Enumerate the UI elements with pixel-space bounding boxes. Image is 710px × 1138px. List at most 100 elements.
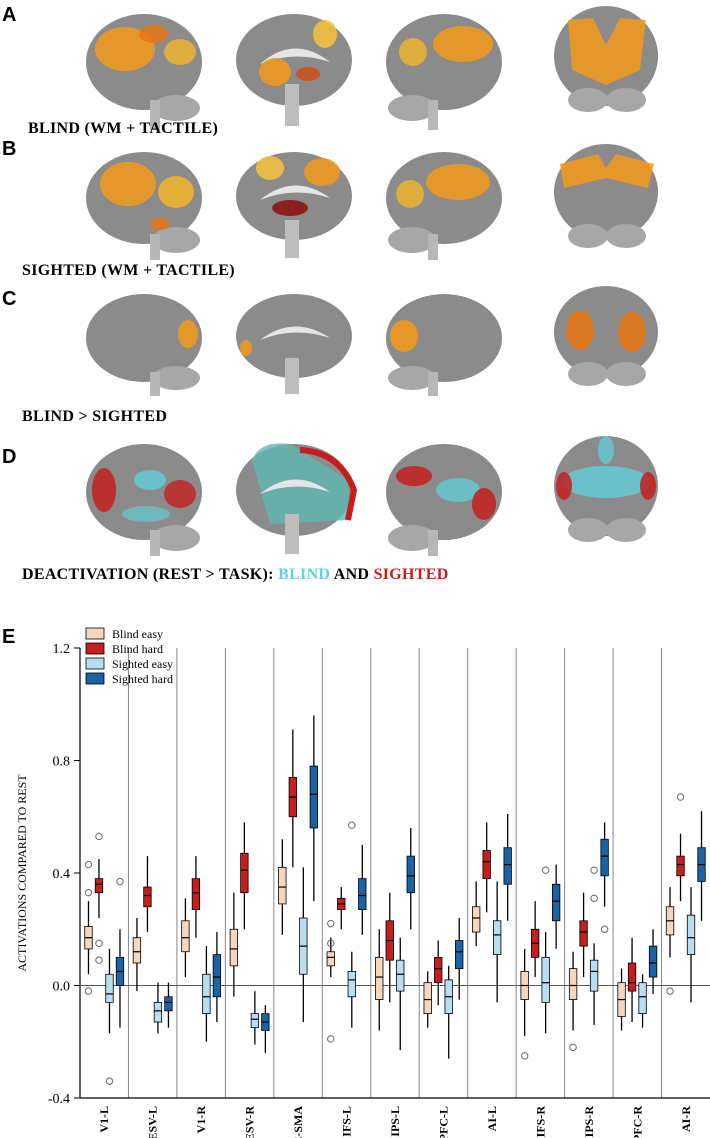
outlier-point xyxy=(590,894,598,903)
panel-letter-e: E xyxy=(2,626,16,648)
outlier-point xyxy=(541,866,550,874)
box-blind-hard xyxy=(240,852,249,894)
box-sighted-hard xyxy=(551,883,561,922)
box-sighted-hard xyxy=(600,838,609,877)
box-sighted-easy xyxy=(250,1013,260,1029)
brain-lateral-right-b xyxy=(386,152,502,260)
box-blind-hard xyxy=(579,920,588,947)
box-blind-hard xyxy=(191,878,201,910)
brain-lateral-left-c xyxy=(86,294,202,396)
box-blind-easy xyxy=(229,928,239,967)
boxplot-chart: -0.4 0.0 0.4 0.8 1.2 ACTIVATIONS COMPARED TO … xyxy=(15,627,710,1138)
legend-label: Sighted easy xyxy=(112,657,173,671)
brain-lateral-right-d xyxy=(386,444,502,556)
box-blind-hard xyxy=(676,855,685,877)
legend-swatch xyxy=(85,642,105,655)
category-label: AI-L xyxy=(485,1106,499,1131)
brain-medial-b xyxy=(236,152,352,258)
brain-medial-c xyxy=(236,294,352,394)
category-label: AI-R xyxy=(679,1106,693,1132)
legend-label: Sighted hard xyxy=(112,672,173,686)
outlier-point xyxy=(116,877,124,886)
outlier-point xyxy=(590,866,598,874)
category-label: IPS-L xyxy=(388,1106,402,1137)
box-blind-hard xyxy=(434,956,443,984)
box-blind-hard xyxy=(94,878,104,894)
outlier-point xyxy=(84,888,93,897)
box-sighted-hard xyxy=(164,996,173,1012)
brain-lateral-left-d xyxy=(86,444,202,556)
brain-medial-a xyxy=(236,14,352,126)
box-sighted-hard xyxy=(648,945,658,978)
caption-d-prefix: DEACTIVATION (REST > TASK): xyxy=(22,566,279,583)
box-blind-easy xyxy=(278,866,287,905)
caption-a: BLIND (WM + TACTILE) xyxy=(28,120,219,137)
box-sighted-easy xyxy=(153,1001,163,1023)
legend-label: Blind easy xyxy=(112,627,163,641)
brain-medial-d xyxy=(236,443,358,554)
panel-letter-d: D xyxy=(2,446,17,468)
brain-posterior-b xyxy=(554,144,658,248)
outlier-point xyxy=(666,987,674,995)
box-sighted-hard xyxy=(503,847,512,885)
brain-row-a xyxy=(0,0,710,130)
box-blind-easy xyxy=(132,937,142,964)
box-sighted-easy xyxy=(396,959,405,992)
category-label: IFS-L xyxy=(340,1106,354,1137)
outlier-point xyxy=(327,1035,335,1043)
caption-d-sighted: SIGHTED xyxy=(373,566,449,583)
category-label: APFC-L xyxy=(436,1106,450,1138)
box-sighted-easy xyxy=(105,973,114,1003)
box-blind-hard xyxy=(143,886,152,908)
box-blind-easy xyxy=(568,968,578,1000)
outlier-point xyxy=(327,919,335,928)
brain-lateral-left-b xyxy=(86,152,202,260)
caption-b: SIGHTED (WM + TACTILE) xyxy=(22,262,235,279)
box-sighted-easy xyxy=(493,920,502,955)
box-blind-easy xyxy=(375,956,384,1000)
panel-letter-b: B xyxy=(2,138,17,160)
brain-row-b xyxy=(0,138,710,260)
legend-swatch xyxy=(85,657,105,670)
caption-c: BLIND > SIGHTED xyxy=(22,408,168,425)
outlier-point xyxy=(676,793,685,801)
y-tick-label: 0.4 xyxy=(53,867,71,882)
panel-letter-c: C xyxy=(2,288,17,310)
box-blind-hard xyxy=(482,850,491,880)
box-sighted-easy xyxy=(686,914,696,955)
y-tick-label: 0.0 xyxy=(53,980,71,995)
outlier-point xyxy=(95,956,103,964)
legend-swatch xyxy=(85,672,105,685)
outlier-point xyxy=(600,925,609,933)
box-blind-hard xyxy=(627,962,637,992)
brain-lateral-left-a xyxy=(86,14,202,130)
y-tick-label: 0.8 xyxy=(53,755,71,770)
caption-d-blind: BLIND xyxy=(278,566,331,583)
box-blind-easy xyxy=(423,982,432,1015)
brain-posterior-d xyxy=(554,436,658,542)
box-blind-easy xyxy=(326,951,335,967)
legend-swatch xyxy=(85,627,105,640)
brain-row-d xyxy=(0,426,710,556)
category-label: IFS-R xyxy=(533,1106,547,1138)
outlier-point xyxy=(569,1043,577,1052)
box-blind-easy xyxy=(181,920,190,953)
panel-letter-a: A xyxy=(2,4,17,26)
box-sighted-hard xyxy=(455,940,464,970)
y-tick-label: -0.4 xyxy=(48,1092,70,1107)
category-label: V1-L xyxy=(97,1106,111,1133)
category-label: APFC-R xyxy=(630,1106,644,1138)
box-sighted-easy xyxy=(202,973,211,1015)
outlier-point xyxy=(105,1077,114,1085)
outlier-point xyxy=(95,939,103,948)
box-sighted-hard xyxy=(309,765,318,829)
y-tick-label: 1.2 xyxy=(53,642,71,657)
outlier-point xyxy=(327,939,335,948)
category-label: ESV-R xyxy=(243,1106,257,1138)
category-label: PRE-SMA xyxy=(291,1106,305,1138)
caption-d-and: AND xyxy=(330,566,374,583)
brain-posterior-c xyxy=(554,286,658,386)
box-blind-easy xyxy=(472,906,481,933)
category-label: ESV-L xyxy=(146,1106,160,1138)
category-label: V1-R xyxy=(194,1106,208,1134)
